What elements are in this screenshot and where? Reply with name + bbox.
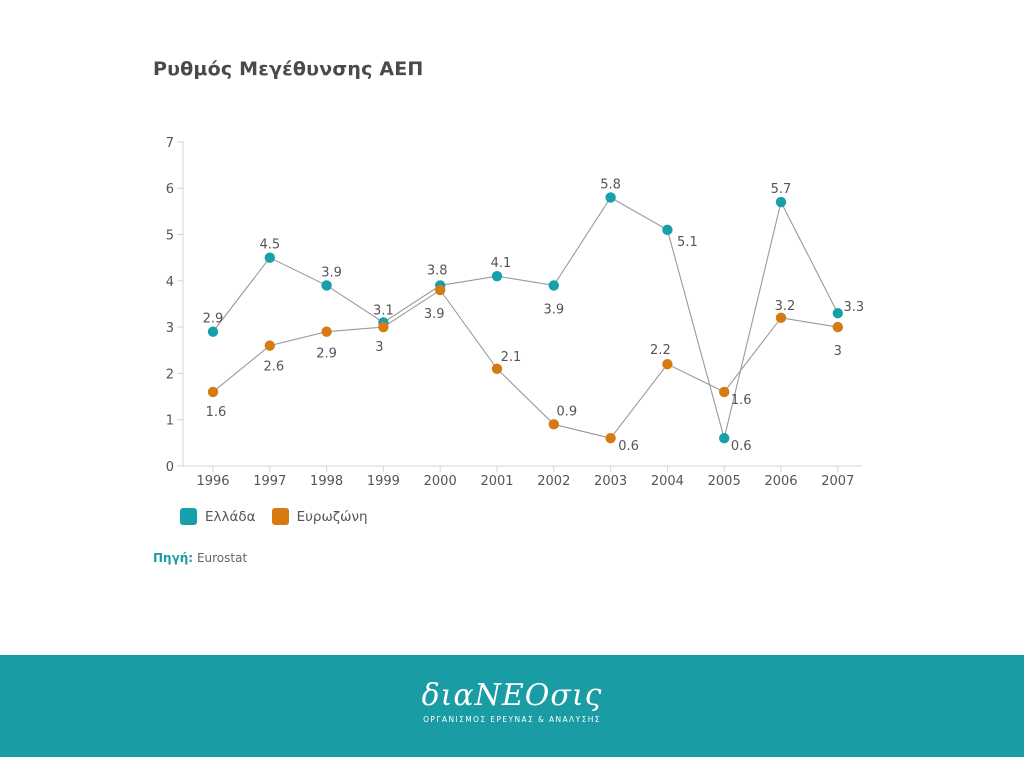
data-label-1: 1.6 bbox=[731, 393, 752, 408]
data-label-0: 3.8 bbox=[427, 263, 448, 278]
legend-item-eurozone: Ευρωζώνη bbox=[271, 508, 368, 525]
y-tick-label: 4 bbox=[166, 275, 174, 290]
data-point-1 bbox=[605, 433, 616, 444]
logo-wordmark: διαΝΕΟσις bbox=[421, 678, 603, 713]
data-point-0 bbox=[321, 280, 332, 291]
x-tick-label: 2001 bbox=[480, 474, 513, 489]
logo: διαΝΕΟσις ΟΡΓΑΝΙΣΜΟΣ ΕΡΕΥΝΑΣ & ΑΝΑΛΥΣΗΣ bbox=[0, 678, 1024, 724]
data-label-1: 1.6 bbox=[206, 405, 227, 420]
data-point-0 bbox=[264, 252, 275, 263]
y-tick-label: 7 bbox=[166, 136, 174, 151]
source-label: Πηγή: bbox=[153, 551, 194, 565]
data-label-1: 3.9 bbox=[424, 307, 445, 322]
data-point-1 bbox=[775, 312, 787, 324]
legend-label-eurozone: Ευρωζώνη bbox=[296, 508, 368, 525]
x-tick-label: 2007 bbox=[821, 474, 854, 489]
data-label-0: 5.1 bbox=[677, 235, 698, 250]
x-tick-label: 2005 bbox=[708, 474, 741, 489]
data-point-0 bbox=[605, 192, 616, 203]
data-label-1: 2.1 bbox=[501, 350, 522, 365]
x-tick-label: 2000 bbox=[424, 474, 457, 489]
data-label-1: 2.9 bbox=[316, 347, 337, 362]
data-point-0 bbox=[719, 433, 730, 444]
legend-label-greece: Ελλάδα bbox=[205, 508, 256, 525]
series-line-1 bbox=[212, 289, 838, 439]
y-tick-label: 1 bbox=[166, 414, 174, 429]
data-point-1 bbox=[264, 340, 275, 351]
data-label-0: 4.5 bbox=[259, 238, 280, 253]
data-point-1 bbox=[662, 358, 673, 370]
source-note: Πηγή: Eurostat bbox=[153, 551, 247, 565]
data-label-0: 4.1 bbox=[491, 256, 512, 271]
x-tick-label: 1996 bbox=[196, 474, 229, 489]
x-tick-label: 2002 bbox=[537, 474, 570, 489]
data-point-1 bbox=[719, 386, 730, 398]
data-label-1: 3.2 bbox=[775, 299, 796, 314]
data-point-1 bbox=[207, 386, 219, 398]
source-value: Eurostat bbox=[196, 551, 248, 565]
data-label-0: 2.9 bbox=[203, 312, 224, 327]
data-point-1 bbox=[491, 363, 503, 374]
data-label-0: 5.8 bbox=[600, 177, 621, 192]
data-label-0: 5.7 bbox=[771, 182, 792, 197]
y-tick-label: 6 bbox=[166, 182, 174, 197]
logo-subtitle: ΟΡΓΑΝΙΣΜΟΣ ΕΡΕΥΝΑΣ & ΑΝΑΛΥΣΗΣ bbox=[423, 715, 601, 724]
y-tick-label: 0 bbox=[166, 460, 174, 475]
data-point-0 bbox=[662, 224, 673, 236]
data-label-0: 3.9 bbox=[543, 302, 564, 317]
data-point-1 bbox=[378, 321, 389, 333]
x-tick-label: 1998 bbox=[310, 474, 343, 489]
data-point-1 bbox=[435, 284, 446, 296]
data-label-0: 3.3 bbox=[843, 300, 864, 315]
data-point-0 bbox=[548, 280, 559, 291]
data-label-0: 3.1 bbox=[373, 303, 394, 318]
x-tick-label: 2004 bbox=[651, 474, 684, 489]
data-point-1 bbox=[548, 419, 559, 430]
legend-swatch-eurozone bbox=[271, 508, 289, 525]
data-label-1: 0.6 bbox=[618, 439, 639, 454]
data-point-0 bbox=[832, 308, 843, 319]
data-point-0 bbox=[775, 196, 787, 208]
chart-title: Ρυθμός Μεγέθυνσης ΑΕΠ bbox=[153, 58, 424, 80]
y-tick-label: 2 bbox=[166, 367, 174, 382]
x-tick-label: 1999 bbox=[367, 474, 400, 489]
x-tick-label: 2003 bbox=[594, 474, 627, 489]
footer-band bbox=[0, 655, 1024, 757]
data-label-1: 2.2 bbox=[650, 343, 671, 358]
legend-item-greece: Ελλάδα bbox=[180, 508, 256, 525]
y-tick-label: 3 bbox=[166, 321, 174, 336]
legend-swatch-greece bbox=[180, 508, 197, 525]
series-line-0 bbox=[212, 196, 839, 439]
chart-legend: Ελλάδα Ευρωζώνη bbox=[180, 508, 384, 525]
y-tick-label: 5 bbox=[166, 229, 174, 244]
x-tick-label: 1997 bbox=[253, 474, 286, 489]
data-point-1 bbox=[321, 326, 332, 337]
x-tick-label: 2006 bbox=[764, 474, 797, 489]
data-point-0 bbox=[491, 270, 503, 282]
data-label-1: 3 bbox=[375, 340, 383, 355]
data-label-1: 2.6 bbox=[263, 360, 284, 375]
data-label-1: 0.9 bbox=[556, 404, 577, 419]
data-point-1 bbox=[832, 321, 843, 333]
data-point-0 bbox=[207, 326, 219, 337]
data-label-0: 3.9 bbox=[321, 265, 342, 280]
gdp-growth-chart: 0 1 2 3 4 5 6 7 1996 1997 1998 1999 2000 2001 2002 2003… bbox=[166, 136, 864, 489]
data-label-1: 3 bbox=[834, 344, 842, 359]
data-label-0: 0.6 bbox=[731, 439, 752, 454]
